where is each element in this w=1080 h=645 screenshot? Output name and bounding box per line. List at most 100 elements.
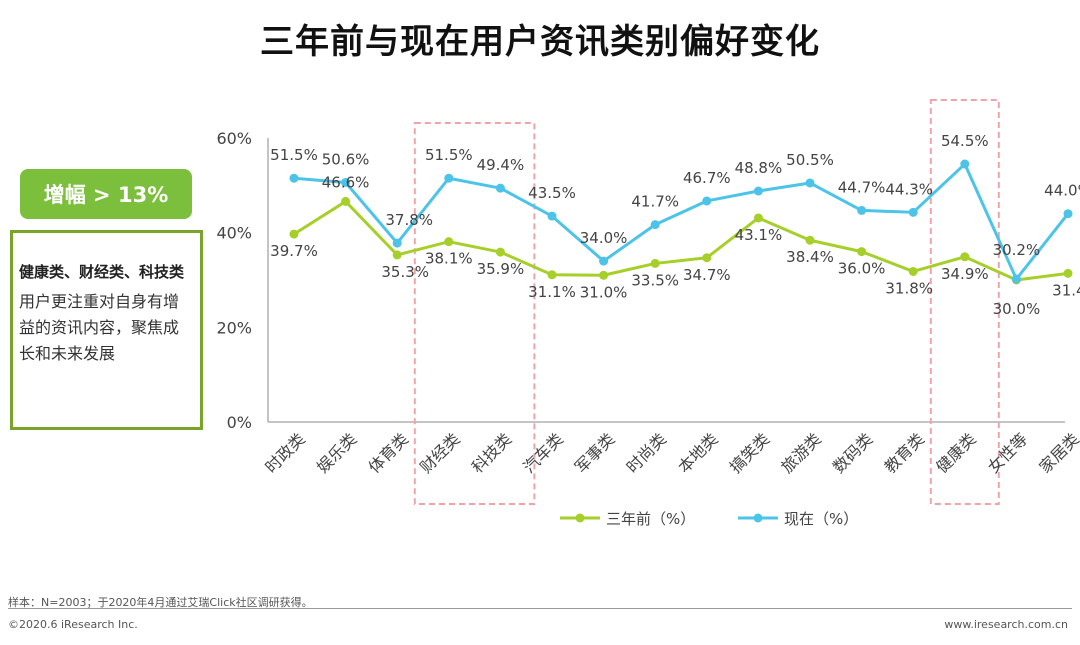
data-point-now xyxy=(805,178,815,188)
data-point-now xyxy=(341,177,351,187)
data-label-past: 38.1% xyxy=(425,250,473,268)
x-tick-label: 女性等 xyxy=(984,429,1031,476)
data-point-now xyxy=(599,256,609,266)
data-point-now xyxy=(650,220,660,230)
data-point-now xyxy=(392,238,402,248)
insight-text: 用户更注重对自身有增益的资讯内容，聚焦成长和未来发展 xyxy=(19,292,180,363)
data-point-now xyxy=(547,211,557,221)
data-point-past xyxy=(599,270,609,280)
data-point-now xyxy=(495,183,505,193)
series-line-now xyxy=(293,162,1070,281)
data-point-now xyxy=(960,159,970,169)
x-tick-label: 旅游类 xyxy=(777,429,824,476)
data-label-past: 43.1% xyxy=(735,226,783,244)
data-label-now: 44.0% xyxy=(1044,182,1080,200)
data-label-past: 34.9% xyxy=(941,265,989,283)
data-label-past: 35.9% xyxy=(477,260,525,278)
series-line-past xyxy=(293,199,1069,282)
data-label-past: 30.0% xyxy=(993,300,1041,318)
data-label-past: 31.0% xyxy=(580,283,628,301)
legend-label-past: 三年前（%） xyxy=(606,510,695,528)
x-tick-label: 军事类 xyxy=(571,429,618,476)
data-point-now xyxy=(702,196,712,206)
data-label-past: 35.3% xyxy=(381,263,429,281)
data-label-now: 37.8% xyxy=(385,211,433,229)
x-tick-label: 本地类 xyxy=(674,429,721,476)
data-label-now: 48.8% xyxy=(735,159,783,177)
insight-box: 健康类、财经类、科技类 用户更注重对自身有增益的资讯内容，聚焦成长和未来发展 xyxy=(10,230,203,430)
data-label-now: 44.3% xyxy=(885,180,933,198)
data-point-past xyxy=(908,266,918,276)
x-tick-label: 体育类 xyxy=(365,429,412,476)
footer-copyright: ©2020.6 iResearch Inc. xyxy=(8,618,138,631)
data-point-past xyxy=(547,270,557,280)
data-label-now: 46.7% xyxy=(683,169,731,187)
data-point-now xyxy=(444,173,454,183)
data-label-past: 39.7% xyxy=(270,242,318,260)
data-label-now: 30.2% xyxy=(993,241,1041,259)
data-label-now: 34.0% xyxy=(580,229,628,247)
data-label-past: 36.0% xyxy=(838,260,886,278)
x-tick-label: 时尚类 xyxy=(623,429,670,476)
data-point-past xyxy=(392,250,402,260)
footer-divider xyxy=(8,608,1072,609)
legend-label-now: 现在（%） xyxy=(784,510,858,528)
x-tick-label: 科技类 xyxy=(468,429,515,476)
legend-marker-past xyxy=(575,513,585,523)
data-point-past xyxy=(341,196,351,206)
data-label-now: 50.5% xyxy=(786,151,834,169)
data-label-now: 50.6% xyxy=(322,150,370,168)
y-tick-label: 40% xyxy=(216,224,252,243)
data-point-past xyxy=(495,247,505,257)
y-tick-label: 20% xyxy=(216,318,252,337)
x-tick-label: 汽车类 xyxy=(519,429,566,476)
x-tick-label: 数码类 xyxy=(829,429,876,476)
data-label-now: 49.4% xyxy=(477,156,525,174)
x-tick-label: 教育类 xyxy=(881,429,928,476)
x-tick-label: 娱乐类 xyxy=(313,429,360,476)
data-point-past xyxy=(753,213,763,223)
x-tick-label: 财经类 xyxy=(416,429,463,476)
data-point-past xyxy=(960,252,970,262)
highlight-box xyxy=(929,99,1000,505)
growth-badge: 增幅 > 13% xyxy=(20,169,192,219)
x-tick-label: 搞笑类 xyxy=(726,429,773,476)
data-point-past xyxy=(702,253,712,263)
data-label-past: 31.1% xyxy=(528,283,576,301)
growth-badge-text: 增幅 > 13% xyxy=(43,183,169,207)
y-tick-label: 0% xyxy=(227,413,252,432)
data-label-past: 34.7% xyxy=(683,266,731,284)
data-point-now xyxy=(857,205,867,215)
data-label-now: 44.7% xyxy=(838,178,886,196)
data-label-now: 43.5% xyxy=(528,184,576,202)
data-point-now xyxy=(1063,209,1073,219)
data-label-past: 31.8% xyxy=(885,279,933,297)
data-label-now: 51.5% xyxy=(270,146,318,164)
data-point-now xyxy=(289,173,299,183)
data-label-past: 38.4% xyxy=(786,248,834,266)
x-tick-label: 家居类 xyxy=(1035,429,1080,476)
data-point-now xyxy=(1011,274,1021,284)
x-tick-label: 健康类 xyxy=(932,429,979,476)
footer-website: www.iresearch.com.cn xyxy=(944,618,1068,631)
legend-marker-now xyxy=(753,513,763,523)
data-point-past xyxy=(289,229,299,239)
data-label-past: 33.5% xyxy=(631,271,679,289)
data-label-now: 54.5% xyxy=(941,132,989,150)
data-point-past xyxy=(444,237,454,247)
data-point-now xyxy=(753,186,763,196)
x-tick-label: 时政类 xyxy=(261,429,308,476)
data-label-now: 51.5% xyxy=(425,146,473,164)
data-point-past xyxy=(805,235,815,245)
page-title: 三年前与现在用户资讯类别偏好变化 xyxy=(260,22,820,62)
data-label-past: 46.6% xyxy=(322,173,370,191)
highlight-box xyxy=(413,122,536,505)
footer-source-note: 样本：N=2003；于2020年4月通过艾瑞Click社区调研获得。 xyxy=(8,596,313,609)
data-point-past xyxy=(1063,268,1073,278)
data-point-past xyxy=(857,247,867,257)
data-point-now xyxy=(908,207,918,217)
insight-heading: 健康类、财经类、科技类 xyxy=(19,263,185,281)
data-label-past: 31.4% xyxy=(1052,281,1080,299)
y-tick-label: 60% xyxy=(216,129,252,148)
